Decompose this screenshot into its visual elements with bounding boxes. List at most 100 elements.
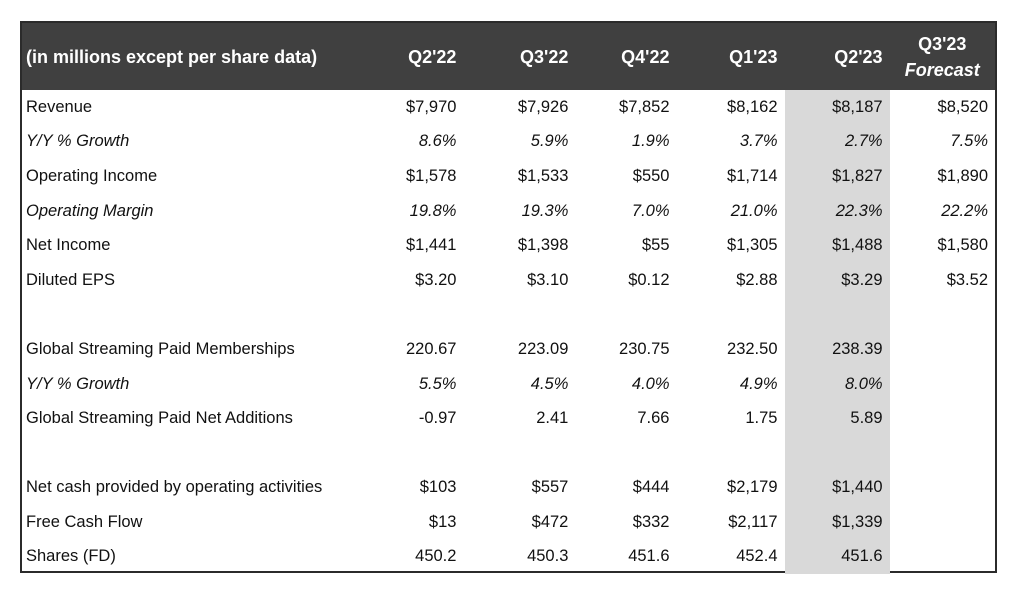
cell: 4.0% [631, 374, 670, 393]
cell: $8,520 [937, 97, 988, 116]
cell: $7,852 [619, 97, 670, 116]
cell: $444 [632, 478, 670, 497]
header-q2-22: Q2'22 [408, 46, 457, 67]
table-row: Shares (FD) 450.2 450.3 451.6 452.4 451.… [22, 539, 995, 575]
header-q3-23-forecast: Q3'23 Forecast [890, 23, 995, 90]
header-q3-22: Q3'22 [520, 46, 569, 67]
row-label: Operating Income [26, 166, 158, 185]
cell [890, 471, 995, 506]
cell: $3.29 [784, 262, 890, 298]
cell: $7,970 [405, 97, 457, 116]
cell: $3.20 [415, 270, 457, 289]
financial-table-frame: (in millions except per share data) Q2'2… [20, 21, 997, 575]
cell: $103 [419, 478, 457, 497]
cell: 450.2 [415, 546, 457, 565]
cell: $332 [632, 512, 670, 531]
cell: 1.9% [631, 132, 670, 151]
cell: 3.7% [739, 132, 778, 151]
cell: 19.8% [409, 201, 457, 220]
cell: 5.5% [418, 374, 457, 393]
row-label: Y/Y % Growth [26, 132, 130, 151]
spacer-row [22, 297, 995, 333]
cell: $472 [531, 512, 569, 531]
cell: $1,305 [727, 236, 778, 255]
cell: 5.89 [784, 401, 890, 436]
cell: $1,488 [784, 228, 890, 263]
cell: $1,441 [405, 236, 457, 255]
cell: $1,339 [784, 505, 890, 540]
cell: 7.5% [950, 132, 988, 151]
row-label: Revenue [26, 97, 93, 116]
cell: 4.5% [530, 374, 569, 393]
table-row: Y/Y % Growth 8.6% 5.9% 1.9% 3.7% 2.7% 7.… [22, 124, 995, 160]
forecast-quarter: Q3'23 [918, 33, 967, 54]
cell: 451.6 [628, 546, 670, 565]
cell: 4.9% [739, 374, 778, 393]
cell: $3.52 [946, 270, 988, 289]
table-row: Operating Margin 19.8% 19.3% 7.0% 21.0% … [22, 193, 995, 229]
cell: 223.09 [517, 339, 569, 358]
row-label: Y/Y % Growth [26, 374, 130, 393]
table-row: Global Streaming Paid Net Additions -0.9… [22, 401, 995, 436]
table-row: Net Income $1,441 $1,398 $55 $1,305 $1,4… [22, 228, 995, 263]
table-row: Y/Y % Growth 5.5% 4.5% 4.0% 4.9% 8.0% [22, 366, 995, 402]
cell [890, 540, 995, 575]
cell: 21.0% [730, 201, 778, 220]
cell: 7.0% [631, 201, 670, 220]
table-row: Global Streaming Paid Memberships 220.67… [22, 332, 995, 367]
row-label: Shares (FD) [26, 546, 116, 565]
row-label: Net cash provided by operating activitie… [26, 478, 323, 497]
cell: $8,162 [727, 97, 778, 116]
cell: $2.88 [736, 270, 778, 289]
table-row: Net cash provided by operating activitie… [22, 470, 995, 506]
table-row: Revenue $7,970 $7,926 $7,852 $8,162 $8,1… [22, 90, 995, 125]
spacer-row [22, 435, 995, 471]
row-label: Global Streaming Paid Net Additions [26, 409, 293, 428]
cell: $1,827 [784, 159, 890, 194]
row-label: Global Streaming Paid Memberships [26, 339, 295, 358]
cell: $2,179 [727, 478, 778, 497]
header-q4-22: Q4'22 [621, 46, 670, 67]
cell: 7.66 [637, 409, 670, 428]
cell: $2,117 [728, 512, 778, 531]
cell: 2.41 [536, 409, 569, 428]
cell: 451.6 [784, 539, 890, 575]
financial-summary-table: (in millions except per share data) Q2'2… [22, 23, 995, 575]
cell: 452.4 [736, 546, 778, 565]
cell: 238.39 [784, 332, 890, 367]
row-label: Diluted EPS [26, 270, 115, 289]
cell: 22.2% [941, 201, 988, 220]
cell: 5.9% [530, 132, 569, 151]
cell: $3.10 [527, 270, 569, 289]
cell: 19.3% [521, 201, 569, 220]
cell: $55 [641, 236, 670, 255]
cell [890, 332, 995, 367]
header-row: (in millions except per share data) Q2'2… [22, 23, 995, 90]
row-label: Operating Margin [26, 201, 154, 220]
cell: 220.67 [405, 339, 457, 358]
cell: $1,714 [727, 166, 778, 185]
cell: 2.7% [784, 124, 890, 160]
cell [890, 367, 995, 402]
cell: $1,578 [405, 166, 457, 185]
cell: $557 [531, 478, 569, 497]
cell: 232.50 [727, 339, 778, 358]
cell [890, 505, 995, 540]
cell: $13 [428, 512, 457, 531]
cell: $1,533 [517, 166, 569, 185]
cell: 1.75 [745, 409, 778, 428]
cell: $550 [632, 166, 670, 185]
cell: 22.3% [784, 193, 890, 229]
forecast-word: Forecast [904, 59, 980, 80]
cell: $1,890 [937, 166, 988, 185]
cell: $1,398 [517, 236, 569, 255]
cell [890, 401, 995, 436]
header-label: (in millions except per share data) [26, 46, 318, 67]
table-row: Diluted EPS $3.20 $3.10 $0.12 $2.88 $3.2… [22, 262, 995, 298]
row-label: Free Cash Flow [26, 512, 143, 531]
cell: -0.97 [418, 409, 457, 428]
cell: $1,580 [937, 236, 988, 255]
cell: 450.3 [527, 546, 569, 565]
cell: $0.12 [628, 270, 670, 289]
header-q1-23: Q1'23 [729, 46, 778, 67]
